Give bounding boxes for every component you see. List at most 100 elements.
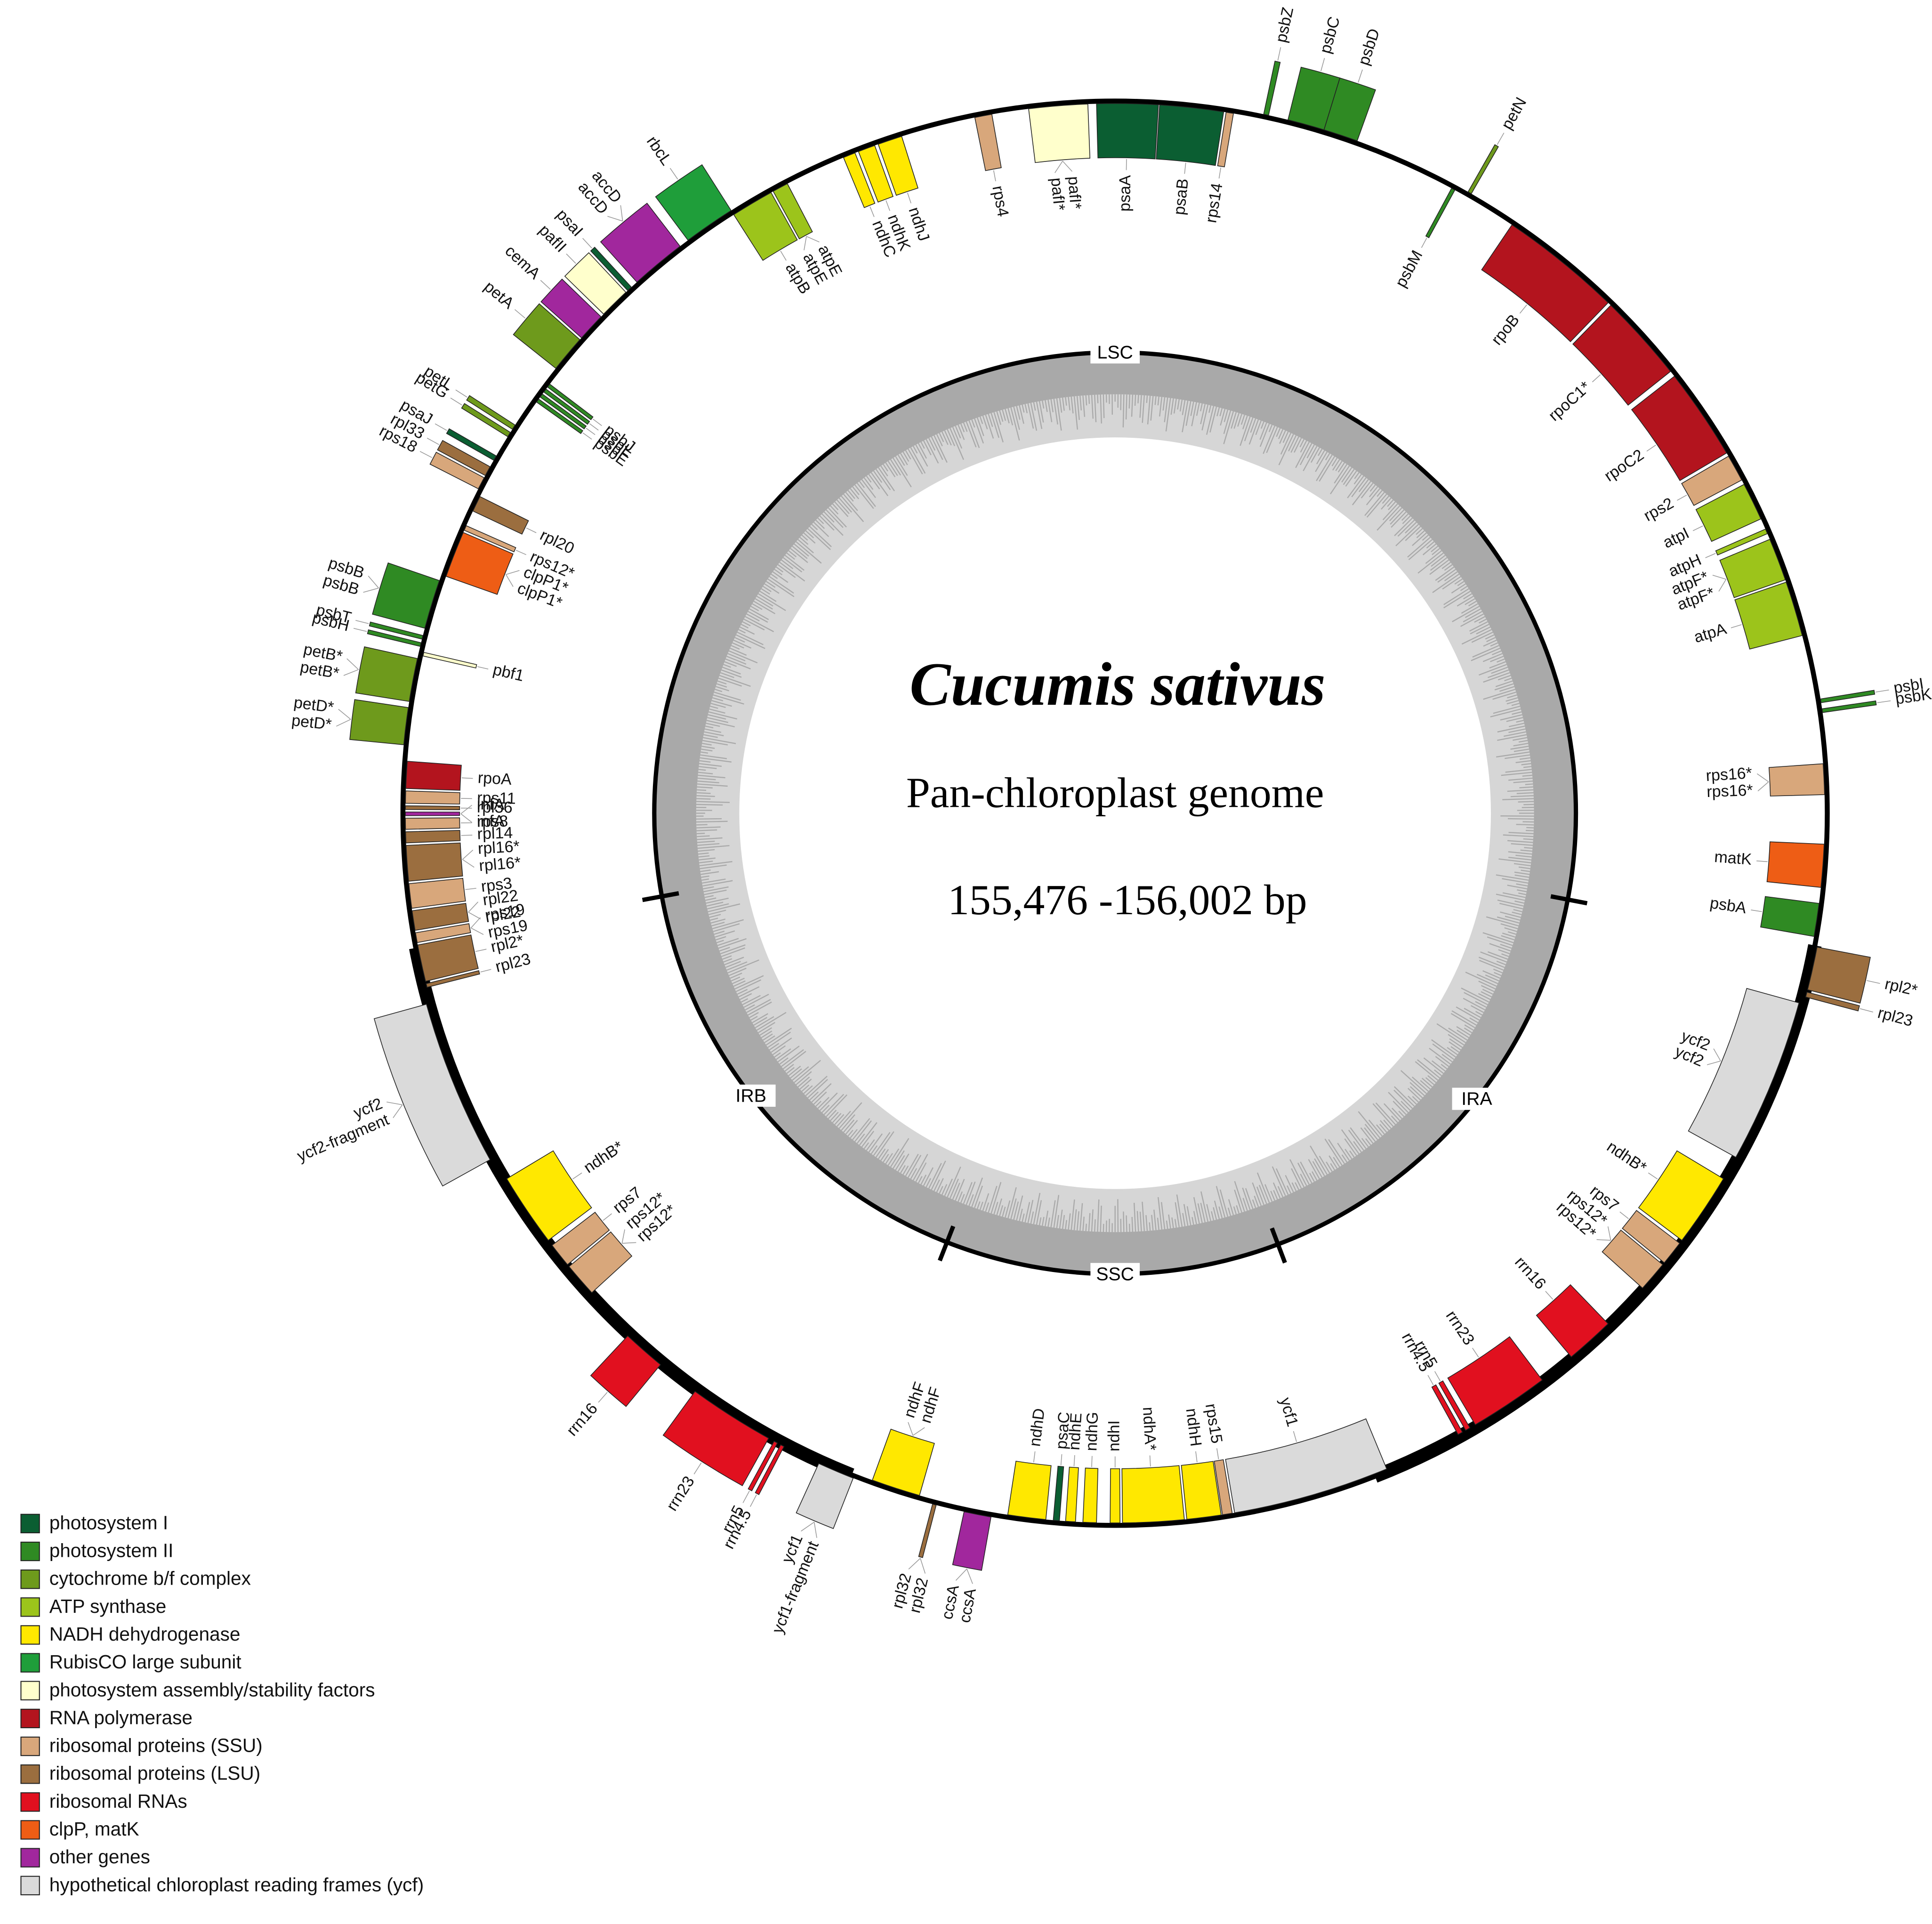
gc-spike (698, 774, 725, 779)
gc-spike (1507, 789, 1534, 792)
gc-spike (1507, 840, 1533, 843)
gc-spike (1162, 397, 1166, 411)
gene-block (367, 629, 422, 647)
gene-leader (526, 527, 537, 533)
gc-spike (1457, 581, 1465, 587)
legend-label: ribosomal proteins (SSU) (49, 1735, 263, 1756)
gc-spike (702, 878, 726, 884)
gene-label: rps16* (1707, 781, 1754, 801)
gc-spike (1469, 621, 1488, 632)
gc-spike (968, 1194, 974, 1206)
gene-leader (455, 389, 467, 398)
gc-spike (1315, 451, 1328, 472)
gc-spike (958, 424, 965, 440)
gc-spike (1393, 1089, 1413, 1109)
gc-spike (1082, 395, 1086, 417)
gc-spike (1524, 847, 1533, 849)
gc-spike (1497, 916, 1520, 924)
gene-block (429, 451, 485, 490)
gene-leader (1677, 494, 1687, 501)
gc-spike (1185, 401, 1191, 426)
gc-spike (1493, 968, 1503, 974)
gc-spike (1252, 1199, 1256, 1208)
gene-leader (338, 708, 351, 720)
region-label-bg (1452, 1087, 1502, 1110)
gene-block (1768, 763, 1825, 797)
gc-spike (868, 1133, 883, 1153)
gc-spike (1097, 394, 1099, 403)
gc-spike (850, 1129, 858, 1138)
gc-spike (1354, 472, 1360, 479)
gene-leader (1497, 132, 1505, 145)
gene-leader (1607, 1226, 1611, 1240)
gc-spike (781, 559, 794, 570)
gc-spike (1175, 1202, 1180, 1228)
gc-spike (1522, 774, 1533, 777)
gc-spike (1085, 1224, 1087, 1232)
gc-spike (910, 1168, 918, 1179)
gene-leader (343, 669, 359, 676)
gc-spike (803, 1085, 813, 1094)
gc-spike (699, 760, 711, 763)
gc-spike (939, 433, 944, 443)
gene-leader (1592, 374, 1601, 383)
gc-spike (1461, 629, 1492, 645)
gc-spike (868, 474, 880, 490)
gc-spike (1344, 1149, 1352, 1159)
gc-spike (1289, 1159, 1304, 1188)
gc-spike (1513, 742, 1529, 747)
gc-spike (731, 645, 740, 650)
gc-spike (716, 683, 727, 688)
gc-spike (1310, 1145, 1328, 1175)
gc-spike (859, 481, 865, 488)
gc-spike (1500, 714, 1522, 721)
gc-spike (700, 864, 727, 869)
gc-spike (890, 459, 902, 476)
gc-spike (1325, 453, 1330, 460)
gc-spike (1005, 1200, 1011, 1218)
gc-spike (1237, 413, 1242, 427)
gene-leader (589, 423, 599, 431)
region-boundary (642, 891, 679, 902)
gene-block (1631, 376, 1727, 481)
gc-spike (823, 511, 835, 523)
gc-spike (1388, 1092, 1409, 1113)
gc-spike (902, 1165, 909, 1175)
gc-spike (753, 601, 776, 614)
gene-block (536, 398, 584, 434)
gc-spike (731, 976, 741, 982)
gc-spike (1483, 689, 1516, 700)
gc-spike (1341, 467, 1352, 483)
gc-spike (1481, 991, 1492, 998)
gc-spike (1394, 517, 1413, 536)
gene-label: rpoC2 (1601, 446, 1647, 485)
gc-ring (652, 350, 1578, 1276)
gc-spike (1490, 642, 1498, 647)
gc-spike (707, 903, 729, 910)
gc-spike (805, 1076, 828, 1096)
gene-leader (1712, 574, 1726, 580)
gc-spike (976, 1201, 981, 1209)
gc-spike (1411, 1076, 1429, 1092)
gc-spike (700, 871, 719, 875)
gc-spike (955, 426, 961, 439)
gene-leader (669, 168, 678, 180)
gc-spike (702, 880, 733, 887)
gc-spike (836, 499, 850, 515)
gc-spike (1122, 394, 1125, 427)
gc-spike (699, 766, 717, 769)
gc-spike (821, 513, 844, 536)
gc-spike (1366, 494, 1387, 518)
gc-spike (1511, 843, 1533, 846)
gc-spike (1157, 1217, 1159, 1230)
gc-spike (708, 910, 726, 915)
gc-spike (704, 731, 724, 736)
gene-block (539, 393, 587, 430)
gc-spike (1401, 1101, 1411, 1111)
gc-spike (715, 930, 735, 938)
gc-spike (764, 583, 780, 594)
gc-spike (966, 1181, 976, 1205)
gc-spike (1364, 491, 1385, 516)
gc-spike (1240, 416, 1251, 446)
gc-spike (723, 664, 731, 668)
